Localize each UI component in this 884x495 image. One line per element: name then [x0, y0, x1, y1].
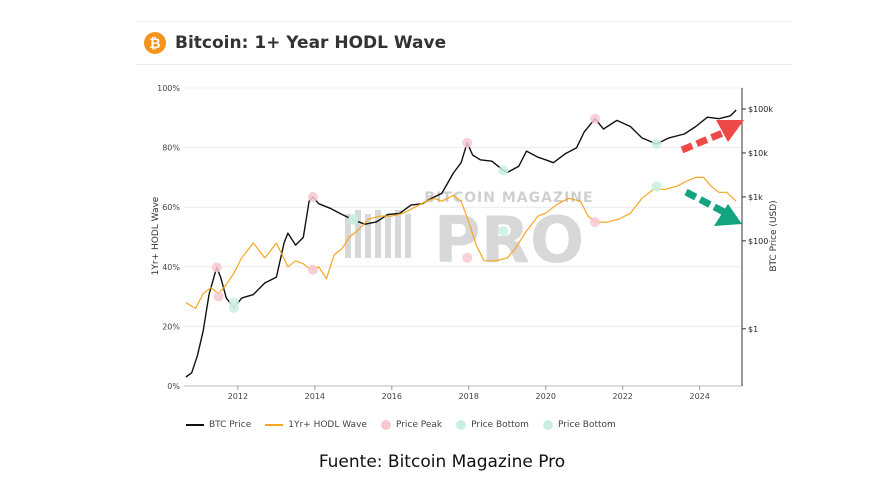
- x-tick-label: 2016: [382, 392, 402, 401]
- price-bottom-marker: [498, 165, 509, 176]
- legend-label: 1Yr+ HODL Wave: [288, 420, 367, 430]
- price-peak-marker: [307, 191, 318, 202]
- watermark-logo-icon: [345, 210, 411, 258]
- chart-title: Bitcoin: 1+ Year HODL Wave: [175, 33, 447, 53]
- legend-label: Price Bottom: [557, 420, 616, 430]
- price-bottom-marker: [498, 226, 509, 237]
- chart-header: ₿ Bitcoin: 1+ Year HODL Wave: [144, 31, 446, 55]
- btc-price-line: [185, 109, 737, 378]
- y-axis-left-label: 1Yr+ HODL Wave: [151, 196, 161, 275]
- y-left-tick-label: 80%: [162, 144, 180, 153]
- marker-layer: [211, 113, 662, 313]
- price-bottom-marker: [348, 214, 359, 225]
- y-left-tick-label: 0%: [167, 382, 180, 391]
- price-peak-marker: [307, 264, 318, 275]
- y-axis-right-label: BTC Price (USD): [769, 200, 779, 271]
- y-right-tick-label: $100: [748, 237, 768, 246]
- legend-label: Price Peak: [395, 420, 443, 430]
- legend-swatch-price-peak: [380, 420, 391, 430]
- bitcoin-icon: ₿: [144, 32, 166, 54]
- x-tick-label: 2024: [689, 392, 709, 401]
- watermark: BITCOIN MAGAZINE PRO: [345, 190, 593, 278]
- y-right-tick-label: $1k: [748, 193, 763, 202]
- y-left-tick-label: 100%: [157, 84, 180, 93]
- legend-swatch-btc-price: [186, 424, 204, 426]
- header-top-divider: [136, 21, 792, 22]
- x-tick-label: 2014: [305, 392, 325, 401]
- watermark-main-text: PRO: [434, 204, 585, 278]
- y-right-tick-label: $1: [748, 325, 758, 334]
- y-right-tick-label: $100k: [748, 105, 773, 114]
- red-arrow: [680, 120, 744, 154]
- series-layer: [185, 109, 737, 378]
- legend-swatch-price-bottom-2: [542, 420, 553, 430]
- x-tick-label: 2012: [228, 392, 248, 401]
- price-peak-marker: [211, 262, 222, 273]
- price-bottom-marker: [651, 181, 662, 192]
- header-bottom-divider: [136, 64, 792, 65]
- price-peak-marker: [462, 252, 473, 263]
- legend-swatch-price-bottom: [456, 420, 467, 430]
- legend-item-price-peak[interactable]: Price Peak: [380, 420, 443, 430]
- legend-item-price-bottom[interactable]: Price Bottom: [456, 420, 529, 430]
- watermark-top-text: BITCOIN MAGAZINE: [424, 190, 593, 206]
- legend-item-hodl-wave[interactable]: 1Yr+ HODL Wave: [265, 420, 367, 430]
- legend-item-price-bottom-2[interactable]: Price Bottom: [542, 420, 616, 430]
- x-tick-label: 2022: [613, 392, 633, 401]
- chart-card: [136, 20, 792, 448]
- chart-legend: BTC Price 1Yr+ HODL Wave Price Peak Pric…: [186, 420, 630, 430]
- y-left-tick-label: 40%: [162, 263, 180, 272]
- price-peak-marker: [589, 217, 600, 228]
- y-left-tick-label: 20%: [162, 322, 180, 331]
- legend-swatch-hodl-wave: [265, 424, 284, 426]
- price-peak-marker: [213, 291, 224, 302]
- price-bottom-marker: [229, 297, 240, 308]
- price-bottom-marker: [651, 138, 662, 149]
- source-caption: Fuente: Bitcoin Magazine Pro: [318, 452, 566, 472]
- y-left-tick-label: 60%: [162, 203, 180, 212]
- price-peak-marker: [589, 113, 600, 124]
- legend-label: BTC Price: [209, 420, 252, 430]
- hodl-wave-line: [185, 176, 737, 310]
- green-arrow: [684, 188, 742, 226]
- x-tick-label: 2020: [536, 392, 556, 401]
- y-right-tick-label: $10k: [748, 149, 768, 158]
- legend-label: Price Bottom: [471, 420, 529, 430]
- legend-item-btc-price[interactable]: BTC Price: [186, 420, 251, 430]
- axes: 0% 20% 40% 60% 80% 100% $1 $100 $1k $10k $100k 2012…: [157, 84, 773, 401]
- price-peak-marker: [462, 137, 473, 148]
- x-tick-label: 2018: [459, 392, 479, 401]
